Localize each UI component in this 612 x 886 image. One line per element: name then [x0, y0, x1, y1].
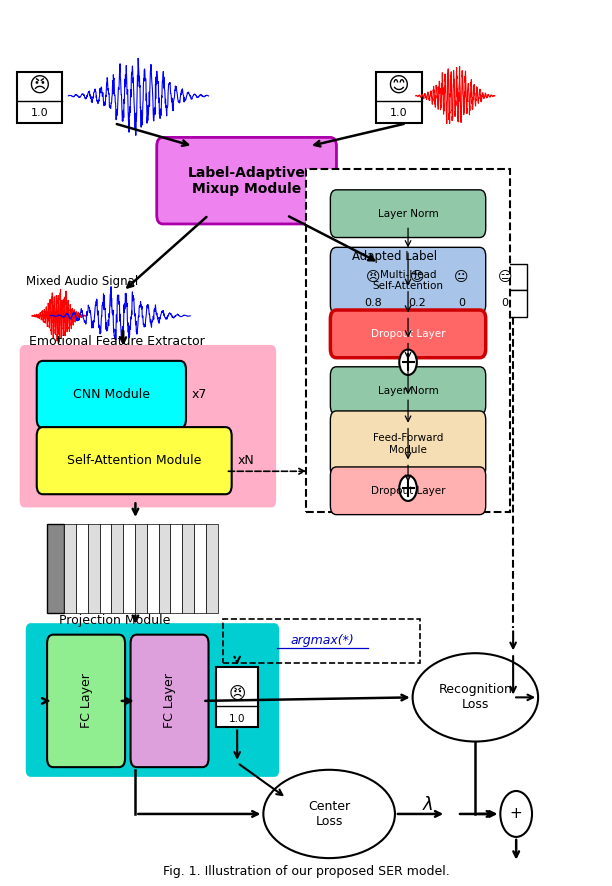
Bar	[483, 264, 527, 291]
Bar	[439, 264, 483, 291]
Text: argmax(*): argmax(*)	[291, 634, 354, 648]
Bar	[483, 291, 527, 316]
FancyBboxPatch shape	[130, 634, 209, 767]
Bar	[111, 525, 123, 612]
Text: 1.0: 1.0	[31, 108, 48, 118]
Bar	[395, 264, 439, 291]
Circle shape	[399, 476, 417, 501]
Text: Multi-Head
Self-Attention: Multi-Head Self-Attention	[373, 269, 444, 291]
FancyBboxPatch shape	[26, 623, 279, 777]
Text: Projection Module: Projection Module	[59, 614, 171, 626]
FancyBboxPatch shape	[37, 361, 186, 428]
Bar	[216, 667, 258, 727]
Bar	[206, 525, 218, 612]
Text: 😠: 😠	[28, 75, 50, 96]
Text: 0: 0	[502, 299, 509, 308]
Bar	[395, 291, 439, 316]
Bar	[194, 525, 206, 612]
Text: Adapted Label: Adapted Label	[352, 250, 437, 263]
Text: Emotional Feature Extractor: Emotional Feature Extractor	[29, 336, 204, 348]
Text: 😊: 😊	[388, 75, 409, 96]
FancyBboxPatch shape	[330, 411, 486, 478]
Text: Feed-Forward
Module: Feed-Forward Module	[373, 433, 443, 455]
Bar	[147, 525, 159, 612]
Circle shape	[399, 350, 417, 375]
Text: Self-Attention Module: Self-Attention Module	[67, 455, 201, 467]
Bar	[159, 525, 170, 612]
Text: Mixed Audio Signal: Mixed Audio Signal	[26, 275, 138, 288]
Bar	[123, 525, 135, 612]
Ellipse shape	[263, 770, 395, 859]
Text: Label-Adaptive
Mixup Module: Label-Adaptive Mixup Module	[188, 166, 305, 196]
Text: Dropout Layer: Dropout Layer	[371, 329, 446, 338]
Bar	[376, 72, 422, 123]
Text: 1.0: 1.0	[390, 108, 408, 118]
Bar	[17, 72, 62, 123]
Bar	[100, 525, 111, 612]
FancyBboxPatch shape	[37, 427, 232, 494]
FancyBboxPatch shape	[330, 367, 486, 415]
FancyBboxPatch shape	[47, 634, 125, 767]
FancyBboxPatch shape	[20, 345, 276, 508]
Bar	[352, 264, 395, 291]
FancyBboxPatch shape	[330, 190, 486, 237]
Text: Fig. 1. Illustration of our proposed SER model.: Fig. 1. Illustration of our proposed SER…	[163, 865, 449, 877]
Bar	[170, 525, 182, 612]
Text: $\lambda$: $\lambda$	[422, 797, 434, 814]
Bar	[182, 525, 194, 612]
Text: 😠: 😠	[228, 685, 246, 703]
FancyBboxPatch shape	[330, 310, 486, 358]
Text: xN: xN	[238, 455, 255, 467]
FancyBboxPatch shape	[330, 247, 486, 314]
Text: 😑: 😑	[498, 270, 512, 284]
Circle shape	[501, 791, 532, 837]
Text: Recognition
Loss: Recognition Loss	[438, 683, 512, 711]
Text: Layer Norm: Layer Norm	[378, 209, 438, 219]
Bar	[352, 291, 395, 316]
Text: 😐: 😐	[454, 270, 469, 284]
Bar	[47, 525, 64, 612]
Text: Dropout Layer: Dropout Layer	[371, 486, 446, 496]
Bar	[64, 525, 76, 612]
Bar	[88, 525, 100, 612]
Text: Center
Loss: Center Loss	[308, 800, 350, 828]
Text: x7: x7	[192, 388, 207, 401]
Text: 😊: 😊	[410, 270, 425, 284]
FancyBboxPatch shape	[306, 169, 510, 512]
FancyBboxPatch shape	[157, 137, 337, 224]
Text: 😠: 😠	[367, 270, 381, 284]
Ellipse shape	[412, 653, 538, 742]
Text: Layer Norm: Layer Norm	[378, 385, 438, 396]
Bar	[76, 525, 88, 612]
FancyBboxPatch shape	[330, 467, 486, 515]
Text: 0.2: 0.2	[409, 299, 427, 308]
Text: CNN Module: CNN Module	[73, 388, 150, 401]
Text: FC Layer: FC Layer	[80, 673, 92, 728]
Text: 0: 0	[458, 299, 465, 308]
Bar	[439, 291, 483, 316]
Bar	[135, 525, 147, 612]
Text: FC Layer: FC Layer	[163, 673, 176, 728]
Text: 0.8: 0.8	[365, 299, 382, 308]
Text: +: +	[510, 806, 523, 821]
Text: 1.0: 1.0	[229, 714, 245, 725]
